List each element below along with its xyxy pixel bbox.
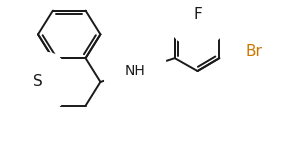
Text: F: F <box>193 7 202 22</box>
Text: Br: Br <box>246 44 263 59</box>
Text: S: S <box>33 74 43 89</box>
Text: NH: NH <box>125 64 145 78</box>
